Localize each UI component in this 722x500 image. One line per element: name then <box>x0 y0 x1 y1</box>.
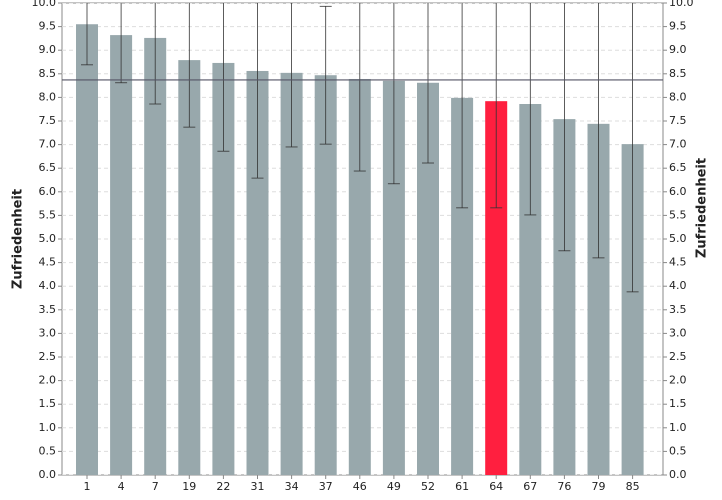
y-tick-label: 3.5 <box>39 303 57 316</box>
x-tick-label: 31 <box>251 480 265 493</box>
bar <box>553 119 576 475</box>
x-tick-label: 85 <box>626 480 640 493</box>
y-tick-label: 2.0 <box>39 374 57 387</box>
y-tick-label: 8.5 <box>39 67 57 80</box>
error-bar <box>183 3 196 128</box>
y2-tick-label: 7.0 <box>669 138 687 151</box>
y2-tick-label: 8.0 <box>669 90 687 103</box>
error-bar <box>626 3 639 293</box>
y2-tick-label: 1.0 <box>669 421 687 434</box>
y-tick-label: 6.5 <box>39 161 57 174</box>
error-bar <box>490 3 503 209</box>
bar <box>76 24 98 475</box>
bar <box>246 70 269 475</box>
error-bar <box>592 3 605 259</box>
y2-tick-label: 4.5 <box>669 256 687 269</box>
y-tick-label: 6.0 <box>39 185 57 198</box>
y-tick-label: 5.5 <box>39 208 57 221</box>
plot <box>62 3 663 475</box>
y2-tick-label: 3.0 <box>669 326 687 339</box>
y2-tick-label: 2.0 <box>669 374 687 387</box>
x-tick-label: 34 <box>285 480 299 493</box>
y2-tick-label: 9.5 <box>669 20 687 33</box>
error-bar <box>217 3 230 152</box>
error-bar <box>524 3 537 216</box>
x-tick-label: 61 <box>455 480 469 493</box>
bar <box>417 82 439 475</box>
x-tick-label: 49 <box>387 480 401 493</box>
y-tick-label: 3.0 <box>39 326 57 339</box>
y-tick-label: 10.0 <box>32 0 57 9</box>
y2-tick-label: 10.0 <box>669 0 694 9</box>
y2-tick-label: 0.5 <box>669 444 687 457</box>
y-tick-label: 2.5 <box>39 350 57 363</box>
x-tick-label: 76 <box>557 480 571 493</box>
y-tick-label: 0.5 <box>39 444 57 457</box>
y2-tick-label: 1.5 <box>669 397 687 410</box>
bar <box>280 72 303 475</box>
bar <box>144 37 167 475</box>
bar <box>212 62 235 475</box>
x-tick-label: 79 <box>592 480 606 493</box>
y2-tick-label: 7.5 <box>669 114 687 127</box>
x-tick-label: 7 <box>152 480 159 493</box>
y2-tick-label: 6.5 <box>669 161 687 174</box>
bar <box>178 60 201 475</box>
x-tick-label: 22 <box>216 480 230 493</box>
y-axis-label: Zufriedenheit <box>11 189 26 289</box>
x-tick-label: 46 <box>353 480 367 493</box>
bar <box>587 123 610 475</box>
y2-tick-label: 6.0 <box>669 185 687 198</box>
x-tick-label: 37 <box>319 480 333 493</box>
error-bar <box>115 3 128 84</box>
y2-tick-label: 9.0 <box>669 43 687 56</box>
y-tick-label: 8.0 <box>39 90 57 103</box>
error-bar <box>285 3 298 148</box>
x-tick-label: 1 <box>84 480 91 493</box>
error-bar <box>422 3 434 164</box>
error-bar <box>353 3 366 172</box>
bar <box>451 97 474 475</box>
y-tick-label: 1.0 <box>39 421 57 434</box>
y2-tick-label: 5.5 <box>669 208 687 221</box>
error-bar <box>149 3 162 105</box>
error-bar <box>456 3 469 209</box>
bar <box>314 75 337 475</box>
x-tick-label: 64 <box>489 480 503 493</box>
y-tick-label: 1.5 <box>39 397 57 410</box>
y2-tick-label: 5.0 <box>669 232 687 245</box>
y2-tick-label: 3.5 <box>669 303 687 316</box>
y-tick-label: 7.5 <box>39 114 57 127</box>
y-tick-label: 9.0 <box>39 43 57 56</box>
y-tick-label: 5.0 <box>39 232 57 245</box>
bar <box>485 101 508 475</box>
y2-axis-label: Zufriedenheit <box>695 158 710 258</box>
y-tick-label: 7.0 <box>39 138 57 151</box>
y2-tick-label: 4.0 <box>669 279 687 292</box>
bar <box>519 104 542 475</box>
error-bar <box>251 3 264 179</box>
x-tick-label: 67 <box>523 480 537 493</box>
bar <box>348 78 371 475</box>
y2-tick-label: 8.5 <box>669 67 687 80</box>
x-tick-label: 4 <box>118 480 125 493</box>
x-tick-label: 19 <box>182 480 196 493</box>
y-tick-label: 4.5 <box>39 256 57 269</box>
x-tick-label: 52 <box>421 480 435 493</box>
y-tick-label: 0.0 <box>39 468 57 481</box>
error-bar <box>387 3 400 185</box>
y2-tick-label: 0.0 <box>669 468 687 481</box>
y2-tick-label: 2.5 <box>669 350 687 363</box>
y-tick-label: 4.0 <box>39 279 57 292</box>
error-bar <box>558 3 571 252</box>
y-tick-label: 9.5 <box>39 20 57 33</box>
bar <box>110 35 133 475</box>
error-bar <box>319 5 332 145</box>
error-bar <box>81 3 93 66</box>
bar <box>382 80 405 475</box>
bar <box>621 144 644 475</box>
